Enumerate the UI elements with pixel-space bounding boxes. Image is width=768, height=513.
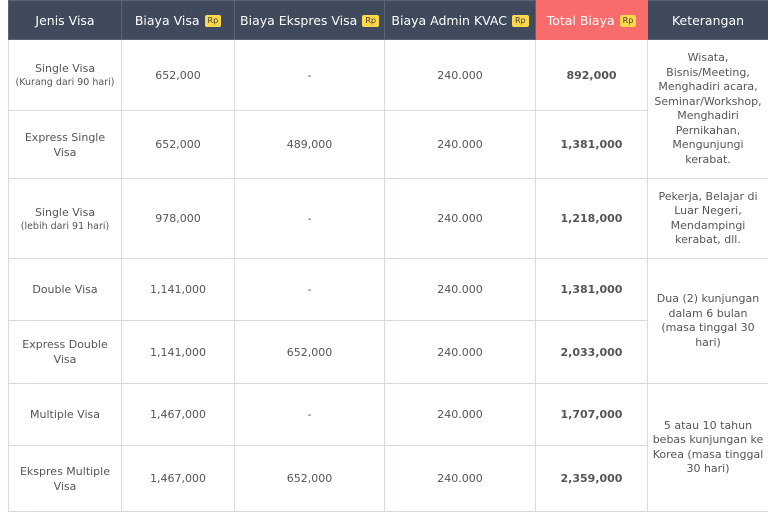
cell-biaya-ekspres: 652,000 (234, 445, 385, 512)
cell-total-biaya: 1,381,000 (535, 258, 648, 321)
cell-biaya-admin: 240.000 (384, 178, 536, 259)
table-header-row: Jenis Visa Biaya Visa Rp Biaya Ekspres Vi… (8, 0, 768, 40)
cell-biaya-visa: 1,467,000 (121, 383, 235, 446)
header-keterangan: Keterangan (647, 0, 768, 40)
cell-keterangan: Dua (2) kunjungan dalam 6 bulan (masa ti… (647, 258, 768, 384)
currency-badge: Rp (619, 14, 637, 27)
currency-badge: Rp (204, 14, 222, 27)
cell-biaya-visa: 1,141,000 (121, 320, 235, 384)
table-row: Express Double Visa 1,141,000 652,000 24… (8, 320, 768, 384)
header-jenis-visa: Jenis Visa (8, 0, 122, 40)
header-biaya-admin: Biaya Admin KVAC Rp (384, 0, 536, 40)
table-row: Double Visa 1,141,000 - 240.000 1,381,00… (8, 258, 768, 384)
cell-biaya-ekspres: - (234, 383, 385, 446)
cell-biaya-ekspres: - (234, 258, 385, 321)
cell-total-biaya: 1,218,000 (535, 178, 648, 259)
cell-biaya-visa: 1,467,000 (121, 445, 235, 512)
header-total-biaya: Total Biaya Rp (535, 0, 648, 40)
cell-biaya-ekspres: 652,000 (234, 320, 385, 384)
cell-biaya-admin: 240.000 (384, 39, 536, 111)
cell-jenis-visa: Multiple Visa (8, 383, 122, 446)
header-biaya-ekspres: Biaya Ekspres Visa Rp (234, 0, 385, 40)
currency-badge: Rp (511, 14, 529, 27)
cell-biaya-admin: 240.000 (384, 258, 536, 321)
table-row: Express Single Visa 652,000 489,000 240.… (8, 110, 768, 179)
cell-biaya-admin: 240.000 (384, 110, 536, 179)
cell-total-biaya: 1,707,000 (535, 383, 648, 446)
cell-biaya-ekspres: - (234, 39, 385, 111)
cell-biaya-admin: 240.000 (384, 383, 536, 446)
cell-biaya-visa: 978,000 (121, 178, 235, 259)
cell-keterangan: 5 atau 10 tahun bebas kunjungan ke Korea… (647, 383, 768, 512)
table-row: Single Visa (lebih dari 91 hari) 978,000 … (8, 178, 768, 259)
cell-biaya-admin: 240.000 (384, 320, 536, 384)
visa-fee-table: Jenis Visa Biaya Visa Rp Biaya Ekspres Vi… (8, 0, 768, 512)
cell-biaya-visa: 1,141,000 (121, 258, 235, 321)
table-row: Multiple Visa 1,467,000 - 240.000 1,707,… (8, 383, 768, 512)
cell-total-biaya: 2,033,000 (535, 320, 648, 384)
header-biaya-visa: Biaya Visa Rp (121, 0, 235, 40)
cell-biaya-ekspres: 489,000 (234, 110, 385, 179)
cell-total-biaya: 1,381,000 (535, 110, 648, 179)
cell-jenis-visa: Express Single Visa (8, 110, 122, 179)
cell-biaya-admin: 240.000 (384, 445, 536, 512)
cell-jenis-visa: Double Visa (8, 258, 122, 321)
currency-badge: Rp (362, 14, 379, 27)
table-row: Single Visa (Kurang dari 90 hari) 652,000… (8, 39, 768, 179)
cell-biaya-visa: 652,000 (121, 39, 235, 111)
cell-jenis-visa: Single Visa (Kurang dari 90 hari) (8, 39, 122, 111)
cell-keterangan: Wisata, Bisnis/Meeting, Menghadiri acara… (647, 39, 768, 179)
cell-jenis-visa: Ekspres Multiple Visa (8, 445, 122, 512)
cell-jenis-visa: Single Visa (lebih dari 91 hari) (8, 178, 122, 259)
cell-biaya-visa: 652,000 (121, 110, 235, 179)
cell-total-biaya: 892,000 (535, 39, 648, 111)
cell-jenis-visa: Express Double Visa (8, 320, 122, 384)
cell-keterangan: Pekerja, Belajar di Luar Negeri, Mendamp… (647, 178, 768, 259)
cell-total-biaya: 2,359,000 (535, 445, 648, 512)
table-row: Ekspres Multiple Visa 1,467,000 652,000 … (8, 445, 768, 512)
cell-biaya-ekspres: - (234, 178, 385, 259)
